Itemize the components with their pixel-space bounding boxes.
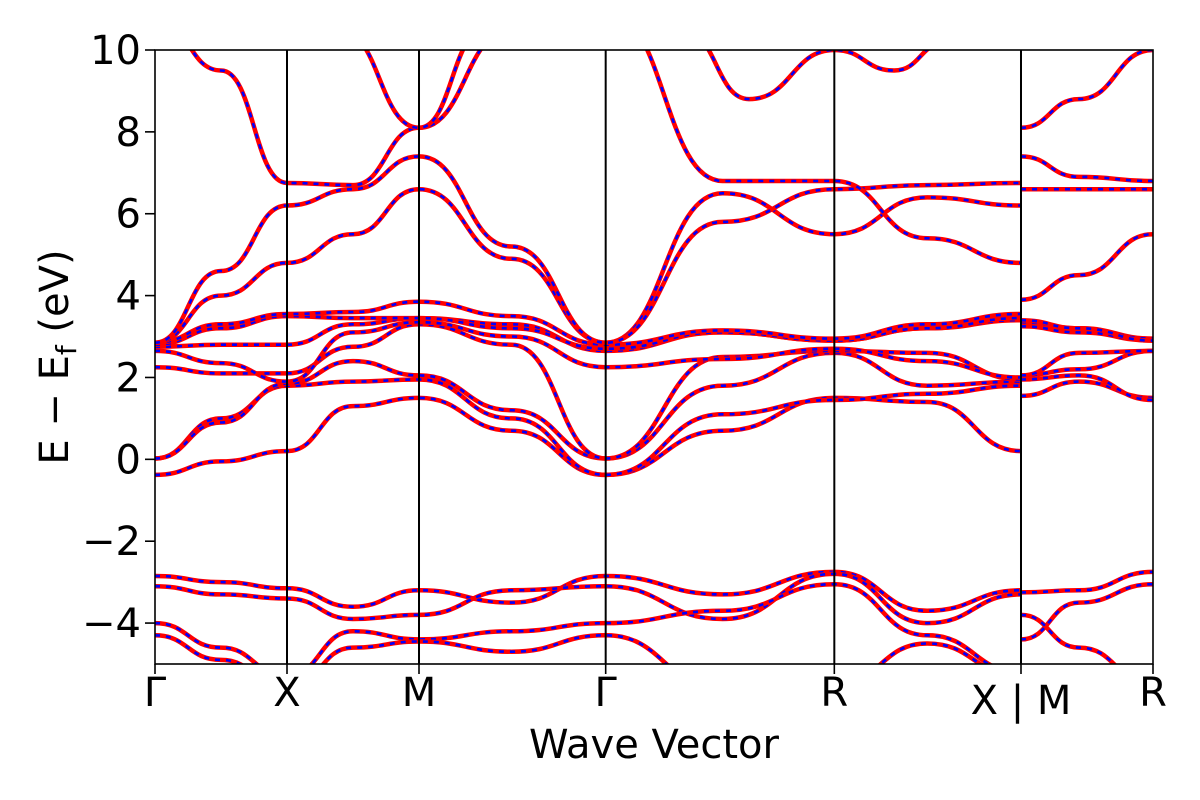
- plot-area: [155, 50, 1153, 664]
- x-tick-label: M: [402, 670, 437, 716]
- y-axis-label-sub: f: [50, 344, 83, 355]
- y-tick-label: 0: [116, 437, 141, 483]
- band-1-dashed: [155, 374, 1153, 477]
- x-tick-label-discontinuity: X | M: [971, 678, 1072, 724]
- kpoint-lines: [286, 50, 1022, 664]
- y-tick-label: −2: [82, 519, 141, 565]
- y-ticks: −4 −2 0 2 4 6 8 10: [82, 28, 155, 647]
- band-8-dashed: [155, 187, 1153, 345]
- y-tick-label: 8: [116, 110, 141, 156]
- band-2-dashed: [155, 349, 1153, 460]
- x-axis-label: Wave Vector: [529, 722, 780, 768]
- y-axis-label-unit: (eV): [32, 249, 78, 345]
- band-7-dashed: [155, 232, 1153, 347]
- x-tick-label: R: [1139, 670, 1167, 716]
- y-axis-label-main: E − E: [32, 355, 78, 465]
- x-tick-label: Γ: [144, 670, 167, 716]
- y-tick-label: 2: [116, 355, 141, 401]
- x-ticks: Γ X M Γ R X | M R: [144, 664, 1167, 724]
- x-tick-label: X: [273, 670, 300, 716]
- y-axis-label: E − Ef (eV): [32, 249, 83, 464]
- band-4-dashed: [155, 320, 1153, 383]
- band-9-dashed: [155, 155, 1153, 345]
- y-tick-label: 6: [116, 192, 141, 238]
- band-10-dashed: [190, 50, 1153, 265]
- band-11-dashed: [364, 50, 929, 130]
- plot-frame: [154, 49, 1154, 665]
- x-tick-label: Γ: [595, 670, 618, 716]
- band-14-dashed: [155, 582, 1116, 664]
- x-tick-label: R: [820, 670, 848, 716]
- band-15-dashed: [155, 633, 983, 664]
- y-tick-label: 4: [116, 274, 141, 320]
- y-tick-label: 10: [90, 28, 141, 74]
- y-tick-label: −4: [82, 601, 141, 647]
